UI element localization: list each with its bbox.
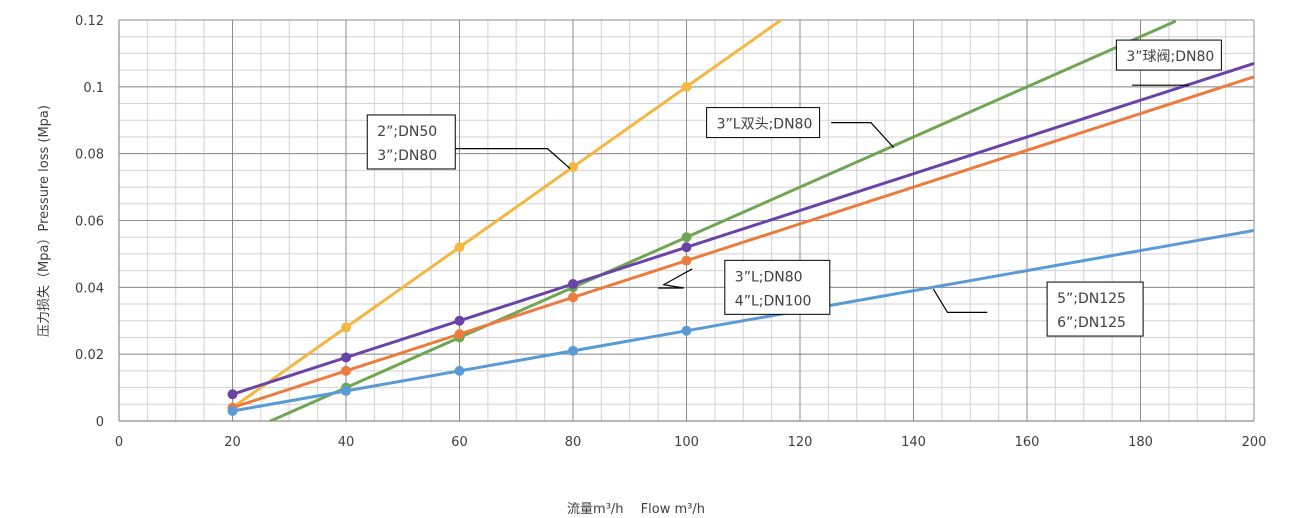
callout-box — [1115, 39, 1222, 71]
x-axis-title: 流量m³/h Flow m³/h — [567, 502, 705, 517]
callout: 2”;DN50 3”;DN80 — [366, 114, 571, 170]
y-tick-label: 0.08 — [75, 148, 104, 163]
y-tick-label: 0.12 — [75, 14, 104, 29]
callout: 3”L;DN80 4”L;DN100 — [658, 259, 831, 315]
series-5 — [227, 229, 1254, 416]
callout-label: 3”L;DN80 — [735, 269, 803, 285]
callout-leader-line — [932, 288, 988, 313]
data-point — [568, 162, 578, 173]
data-point — [681, 242, 692, 253]
callout-leader-line — [658, 268, 693, 289]
x-tick-label: 120 — [788, 435, 813, 450]
data-point — [681, 255, 692, 266]
data-point — [341, 365, 351, 376]
data-point — [454, 365, 465, 376]
callout-box — [724, 259, 831, 315]
data-point — [681, 232, 692, 243]
callout-box — [366, 114, 456, 170]
data-point — [568, 278, 578, 289]
series-line — [231, 61, 1254, 396]
x-tick-label: 40 — [338, 435, 355, 450]
series-line — [231, 75, 1254, 410]
data-point — [454, 315, 465, 326]
callout: 3”球阀;DN80 — [1115, 39, 1222, 86]
callout-label: 4”L;DN100 — [735, 293, 812, 309]
y-tick-label: 0.04 — [75, 281, 104, 296]
data-point — [568, 345, 578, 356]
data-point — [341, 352, 351, 363]
callout-box — [706, 107, 821, 139]
callout-box — [1046, 281, 1144, 337]
callout-label: 3”L双头;DN80 — [717, 117, 813, 133]
x-tick-label: 100 — [674, 435, 699, 450]
series-2 — [269, 20, 1177, 421]
data-point — [227, 405, 238, 416]
callout-label: 3”;DN80 — [377, 148, 437, 164]
callout-label: 2”;DN50 — [377, 124, 437, 140]
series-line — [231, 20, 784, 410]
series-4 — [227, 75, 1254, 413]
x-tick-label: 80 — [565, 435, 582, 450]
data-point — [681, 325, 692, 336]
callout: 5”;DN125 6”;DN125 — [932, 281, 1144, 337]
data-point — [454, 329, 465, 340]
series-1 — [227, 20, 784, 413]
x-tick-label: 180 — [1128, 435, 1153, 450]
y-axis-title: 压力损失（Mpa）Pressure loss (Mpa) — [37, 105, 52, 337]
x-tick-label: 0 — [115, 435, 123, 450]
series-group — [227, 20, 1254, 421]
y-axis-tick-labels: 0 0.02 0.04 0.06 0.08 0.1 0.12 — [75, 14, 104, 430]
x-tick-label: 20 — [224, 435, 241, 450]
x-tick-label: 60 — [451, 435, 468, 450]
data-point — [454, 242, 465, 253]
axes — [118, 20, 1254, 422]
y-tick-label: 0.06 — [75, 215, 104, 230]
y-tick-label: 0 — [96, 415, 104, 430]
y-tick-label: 0.02 — [75, 348, 104, 363]
callout-leader-line — [411, 148, 571, 170]
data-point — [341, 322, 351, 333]
callout-label: 5”;DN125 — [1057, 291, 1126, 307]
y-tick-label: 0.1 — [83, 81, 104, 96]
x-tick-label: 160 — [1015, 435, 1040, 450]
series-line — [231, 229, 1254, 413]
data-point — [681, 81, 692, 92]
x-axis-tick-labels: 0 20 40 60 80 100 120 140 160 180 200 — [115, 435, 1267, 450]
callout-leader-line — [831, 121, 895, 149]
data-point — [341, 385, 351, 396]
data-point — [568, 292, 578, 303]
data-point — [227, 389, 238, 400]
callout-label: 6”;DN125 — [1057, 315, 1126, 331]
series-line — [269, 20, 1177, 421]
series-3 — [227, 61, 1254, 400]
x-tick-label: 200 — [1242, 435, 1267, 450]
x-tick-label: 140 — [901, 435, 926, 450]
annotation-group: 2”;DN50 3”;DN80 3”球阀;DN80 3”L双头;DN80 3”L;DN8… — [366, 39, 1222, 337]
callout: 3”L双头;DN80 — [706, 107, 895, 149]
callout-label: 3”球阀;DN80 — [1126, 49, 1214, 65]
